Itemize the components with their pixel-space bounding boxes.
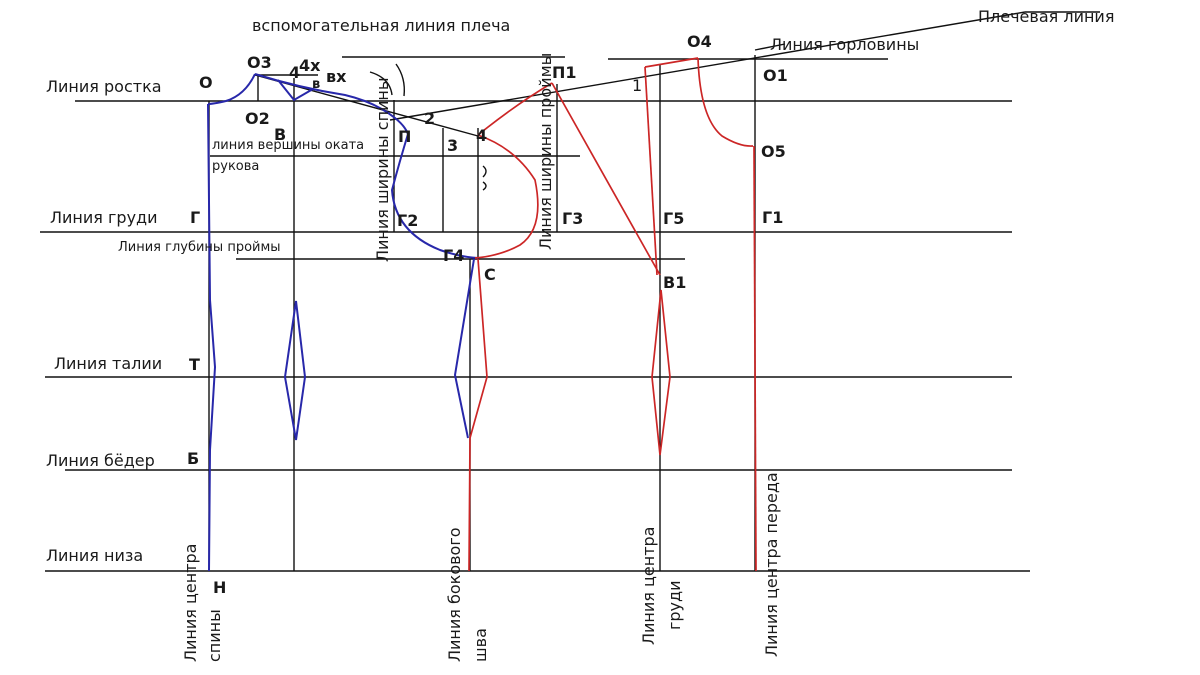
label-okat-1: линия вершины оката [212, 138, 364, 153]
point-v: в [312, 77, 320, 92]
label-side-seam-2: шва [471, 628, 490, 662]
front-dart-left [551, 82, 661, 276]
point-O3: О3 [247, 53, 272, 72]
point-3: 3 [447, 136, 458, 155]
label-line-beder: Линия бёдер [46, 451, 155, 470]
labels: вспомогательная линия плеча Плечевая лин… [46, 7, 1114, 662]
front-center-seam [753, 145, 757, 572]
front-pattern [468, 57, 757, 572]
curve-mark-3 [482, 165, 487, 178]
label-back-center-1: Линия центра [181, 544, 200, 662]
label-armhole-width: Линия ширины проймы [536, 53, 555, 250]
front-waist-dart [651, 289, 671, 456]
back-side-seam [453, 258, 475, 439]
point-G2: Г2 [397, 211, 418, 230]
point-O5: О5 [761, 142, 786, 161]
point-O1: О1 [763, 66, 788, 85]
label-front-center: Линия центра переда [762, 472, 781, 657]
label-okat-2: рукова [212, 159, 259, 174]
label-line-rost: Линия ростка [46, 77, 162, 96]
point-G5: Г5 [663, 209, 684, 228]
curve-mark-2 [395, 63, 406, 97]
label-side-seam-1: Линия бокового [445, 527, 464, 662]
point-O4: О4 [687, 32, 712, 51]
point-4x: 4х [299, 56, 321, 75]
back-shoulder-dart [277, 79, 314, 102]
back-shoulder-seam [254, 73, 409, 135]
label-back-center-2: спины [205, 609, 224, 662]
point-N: Н [213, 578, 226, 597]
back-waist-dart [283, 300, 307, 441]
point-C: С [484, 265, 496, 284]
label-chest-center-2: груди [665, 581, 684, 631]
point-G4: Г4 [443, 246, 464, 265]
back-pattern [207, 73, 479, 572]
front-shoulder [644, 57, 699, 68]
front-side-seam [468, 258, 488, 572]
curve-mark-4 [482, 181, 487, 191]
point-P1: П1 [552, 63, 577, 82]
back-center-seam [207, 103, 217, 572]
point-T: Т [189, 355, 200, 374]
label-line-talii: Линия талии [54, 354, 162, 373]
construction-lines [40, 11, 1100, 572]
point-labels: О О3 О2 В 4 4х в вх П 2 3 4 Г Т Б Н Г2 Г… [187, 32, 788, 597]
point-Bb: Б [187, 449, 199, 468]
diagram-title: вспомогательная линия плеча [252, 16, 510, 35]
label-plechevaya: Плечевая линия [978, 7, 1114, 26]
line-plechevaya [389, 11, 1026, 121]
label-back-width: Линия ширины спины [373, 77, 392, 262]
point-O: О [199, 73, 213, 92]
front-armhole [474, 134, 539, 259]
point-4-mid: 4 [476, 126, 487, 145]
point-P: П [398, 127, 411, 146]
point-4: 4 [289, 63, 300, 82]
point-G: Г [190, 208, 200, 227]
label-chest-center-1: Линия центра [639, 527, 658, 645]
front-shoulder-seam [477, 82, 553, 136]
point-O2: О2 [245, 109, 270, 128]
point-2: 2 [424, 109, 435, 128]
label-line-grudi: Линия груди [50, 208, 158, 227]
label-gorloviny: Линия горловины [770, 35, 919, 54]
point-G1: Г1 [762, 208, 783, 227]
line-gorloviny-leader [754, 43, 786, 51]
point-vx: вх [326, 67, 347, 86]
back-armhole [390, 133, 479, 259]
label-proima-depth: Линия глубины проймы [118, 240, 281, 255]
front-dart-right [644, 66, 658, 276]
point-B1: В1 [663, 273, 686, 292]
front-neckline [697, 57, 754, 147]
curve-mark-1 [369, 71, 393, 96]
point-1: 1 [632, 76, 642, 95]
label-line-niza: Линия низа [46, 546, 143, 565]
back-neckline [207, 73, 256, 105]
point-G3: Г3 [562, 209, 583, 228]
point-B: В [274, 125, 286, 144]
